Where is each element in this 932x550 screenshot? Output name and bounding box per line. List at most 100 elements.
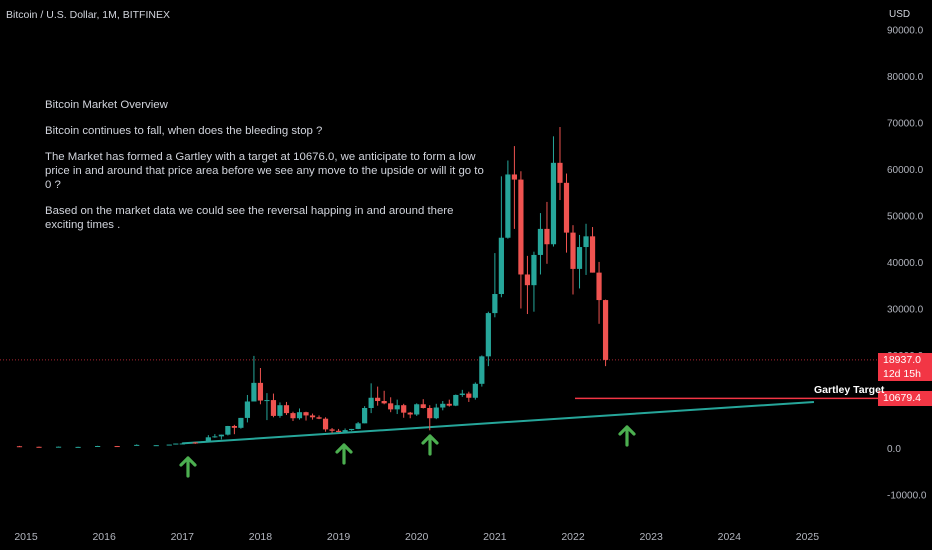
x-tick-label: 2023 (639, 531, 663, 543)
candle-body (225, 425, 231, 435)
candle-body (368, 397, 374, 408)
candles-series (16, 127, 609, 448)
candle-body (192, 442, 198, 444)
candle-body (407, 412, 413, 415)
candle-body (114, 446, 120, 448)
candle-body (381, 401, 387, 404)
x-tick-label: 2022 (561, 531, 585, 543)
x-tick-label: 2018 (249, 531, 273, 543)
gartley-target-label[interactable]: Gartley Target (814, 384, 885, 396)
candle-body (335, 430, 342, 432)
candle-body (355, 423, 361, 429)
candle-body (264, 400, 270, 402)
support-trendline[interactable] (182, 400, 815, 445)
candle-body (466, 393, 472, 398)
candle-body (414, 404, 420, 415)
y-tick-label: 70000.0 (887, 118, 924, 129)
candle-body (296, 412, 303, 419)
candle-body (531, 254, 537, 286)
candle-body (75, 446, 81, 448)
candle-body (179, 443, 185, 445)
candle-body (518, 179, 524, 275)
candle-body (576, 247, 583, 269)
candle-body (238, 417, 244, 428)
candle-body (375, 397, 381, 402)
candle-body (557, 162, 563, 183)
candle-body (537, 228, 544, 255)
candle-body (231, 425, 237, 428)
last-price-badge[interactable]: 18937.0 (878, 353, 932, 367)
candle-body (277, 405, 283, 416)
text-note[interactable]: Bitcoin Market Overview Bitcoin continue… (45, 98, 485, 244)
candle-body (218, 434, 224, 437)
candle-body (433, 407, 439, 419)
trendline-segment (182, 400, 815, 445)
candle-body (134, 444, 140, 446)
up-arrow-icon[interactable] (335, 443, 353, 465)
note-heading: Bitcoin Market Overview (45, 99, 168, 111)
candle-body (186, 442, 192, 444)
y-tick-label: 60000.0 (887, 165, 924, 176)
candle-body (16, 446, 23, 448)
candle-body (479, 356, 485, 384)
y-tick-label: 30000.0 (887, 304, 924, 315)
candle-body (544, 228, 550, 245)
candle-body (550, 162, 557, 245)
symbol-title[interactable]: Bitcoin / U.S. Dollar, 1M, BITFINEX (6, 9, 170, 21)
candle-body (570, 232, 576, 269)
time-axis[interactable]: 2015 2016 2017 2018 2019 2020 2021 2022 2023 2024… (14, 531, 819, 543)
candle-body (362, 407, 368, 424)
candle-body (420, 404, 426, 408)
candle-body (212, 436, 218, 438)
candle-body (36, 446, 42, 448)
candle-body (316, 417, 322, 419)
candle-body (388, 403, 394, 410)
up-arrow-icon[interactable] (618, 425, 636, 447)
candle-body (472, 383, 478, 398)
candle-body (173, 443, 179, 445)
x-tick-label: 2021 (483, 531, 507, 543)
target-price-badge[interactable]: 10679.4 (878, 391, 932, 406)
up-arrow-icon[interactable] (421, 434, 439, 456)
candle-body (303, 412, 309, 416)
candle-body (205, 437, 211, 442)
x-tick-label: 2024 (718, 531, 742, 543)
y-tick-label: 0.0 (887, 444, 901, 455)
candle-body (511, 174, 517, 180)
candle-body (95, 445, 101, 447)
candle-body (401, 405, 407, 413)
candle-body (602, 300, 609, 360)
x-tick-label: 2019 (327, 531, 351, 543)
candle-body (427, 407, 433, 419)
candle-body (440, 403, 446, 408)
candle-body (257, 382, 264, 401)
candle-body (322, 418, 329, 430)
y-tick-label: -10000.0 (887, 491, 927, 502)
candle-body (492, 294, 498, 314)
note-paragraph-2: The Market has formed a Gartley with a t… (45, 151, 484, 191)
candle-body (596, 272, 602, 301)
candle-body (563, 182, 570, 233)
currency-label: USD (889, 9, 911, 20)
candle-body (309, 415, 316, 418)
candle-body (342, 430, 348, 432)
candle-body (283, 405, 290, 414)
candle-body (270, 400, 277, 416)
candle-body (485, 313, 491, 357)
x-tick-label: 2015 (14, 531, 38, 543)
y-tick-label: 50000.0 (887, 211, 924, 222)
candle-body (251, 382, 257, 402)
candle-body (244, 401, 251, 418)
candle-body (329, 429, 335, 431)
price-axis[interactable]: 90000.0 80000.0 70000.0 60000.0 50000.0 40000… (887, 25, 927, 501)
note-paragraph-1: Bitcoin continues to fall, when does the… (45, 125, 323, 137)
candle-body (498, 237, 504, 295)
candle-body (459, 393, 465, 395)
candle-body (453, 394, 459, 406)
candle-body (55, 446, 62, 448)
candle-body (394, 405, 400, 410)
candle-body (446, 403, 452, 406)
candle-body (589, 236, 596, 273)
up-arrow-icon[interactable] (179, 456, 197, 478)
